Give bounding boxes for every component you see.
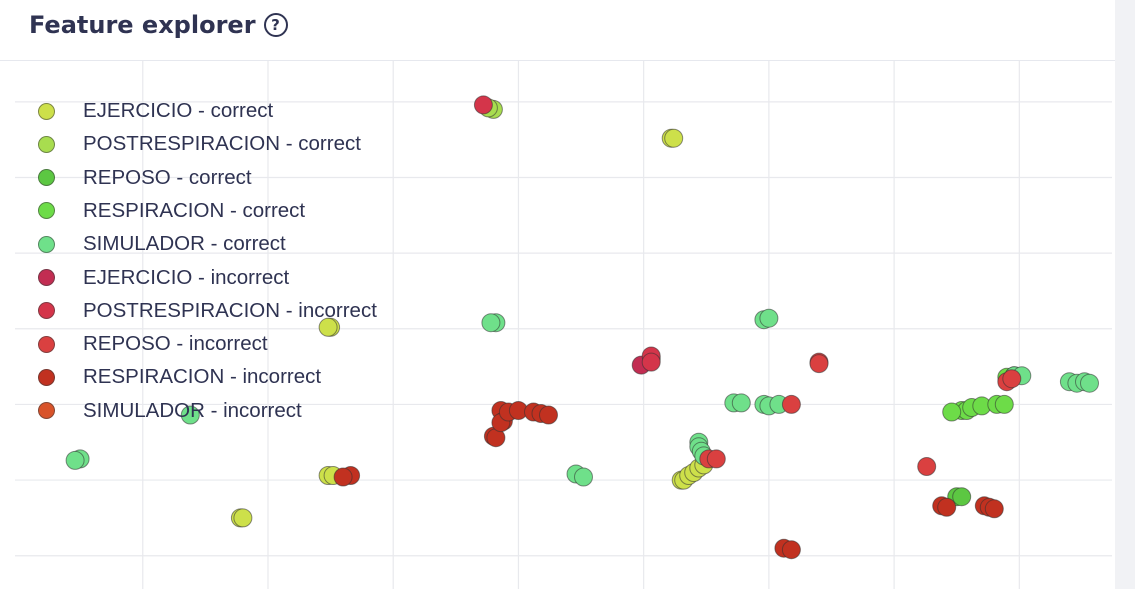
title-text: Feature explorer [29, 11, 256, 39]
data-point[interactable] [481, 313, 501, 333]
page-title: Feature explorer ? [29, 11, 288, 39]
data-point[interactable] [937, 497, 957, 517]
data-point[interactable] [664, 128, 684, 148]
legend-item[interactable]: EJERCICIO - incorrect [38, 266, 289, 290]
data-point[interactable] [1002, 369, 1022, 389]
legend-label: EJERCICIO - incorrect [83, 265, 290, 289]
data-point[interactable] [952, 487, 972, 507]
data-point[interactable] [942, 402, 962, 422]
scatter-plot [15, 61, 1112, 589]
legend-marker-icon [38, 202, 55, 220]
panel-header: Feature explorer ? [0, 0, 1115, 61]
legend-label: REPOSO - correct [83, 165, 252, 189]
legend-marker-icon [38, 368, 55, 386]
legend-item[interactable]: SIMULADOR - incorrect [38, 399, 302, 423]
legend-label: RESPIRACION - incorrect [83, 365, 322, 389]
data-point[interactable] [1080, 373, 1099, 393]
help-icon[interactable]: ? [263, 13, 288, 37]
legend-marker-icon [38, 235, 55, 253]
data-point[interactable] [809, 354, 829, 374]
legend-label: EJERCICIO - correct [83, 99, 274, 122]
legend-item[interactable]: EJERCICIO - correct [38, 99, 273, 123]
legend-label: POSTRESPIRACION - incorrect [83, 298, 377, 322]
legend-label: POSTRESPIRACION - correct [83, 132, 361, 156]
legend-marker-icon [38, 135, 55, 153]
data-point[interactable] [180, 405, 200, 425]
legend-marker-icon [38, 169, 55, 187]
data-point[interactable] [65, 450, 85, 470]
legend-item[interactable]: SIMULADOR - correct [38, 232, 286, 256]
legend-item[interactable]: RESPIRACION - correct [38, 199, 305, 223]
data-point[interactable] [706, 449, 726, 469]
data-point[interactable] [233, 508, 253, 528]
scrollbar[interactable] [1115, 0, 1135, 589]
legend-item[interactable]: REPOSO - correct [38, 166, 252, 190]
legend-item[interactable]: POSTRESPIRACION - incorrect [38, 299, 377, 323]
legend-label: REPOSO - incorrect [83, 332, 268, 356]
legend-marker-icon [38, 102, 55, 120]
legend-marker-icon [38, 402, 55, 420]
data-point[interactable] [473, 95, 493, 115]
data-point[interactable] [731, 393, 751, 413]
data-point[interactable] [759, 308, 779, 328]
data-point[interactable] [318, 317, 338, 337]
data-point[interactable] [641, 352, 661, 372]
data-point[interactable] [994, 394, 1014, 414]
legend-marker-icon [38, 302, 55, 320]
legend-label: SIMULADOR - correct [83, 232, 286, 256]
data-point[interactable] [984, 499, 1004, 519]
legend-marker-icon [38, 269, 55, 286]
data-point[interactable] [781, 540, 801, 560]
data-point[interactable] [333, 467, 353, 487]
legend-item[interactable]: REPOSO - incorrect [38, 332, 268, 356]
legend-label: RESPIRACION - correct [83, 198, 306, 222]
data-point[interactable] [539, 405, 558, 425]
legend-item[interactable]: RESPIRACION - incorrect [38, 365, 321, 389]
legend-marker-icon [38, 335, 55, 353]
data-point[interactable] [917, 457, 937, 476]
data-points [65, 95, 1099, 560]
data-point[interactable] [574, 467, 593, 487]
legend-item[interactable]: POSTRESPIRACION - correct [38, 132, 361, 156]
data-point[interactable] [781, 394, 801, 414]
legend-label: SIMULADOR - incorrect [83, 398, 302, 422]
